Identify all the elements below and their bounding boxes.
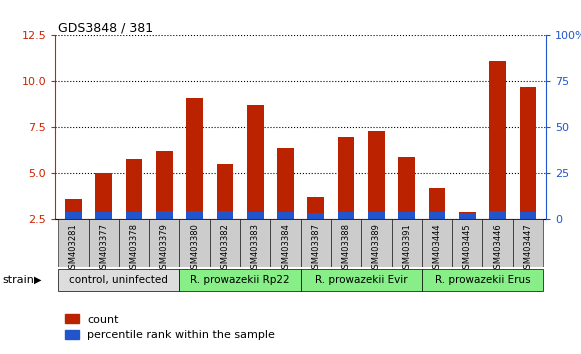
Text: GSM403379: GSM403379 — [160, 223, 169, 274]
Bar — [247, 105, 264, 219]
Text: GSM403387: GSM403387 — [311, 223, 320, 274]
Text: R. prowazekii Erus: R. prowazekii Erus — [435, 275, 530, 285]
Bar — [307, 213, 324, 219]
Text: GSM403446: GSM403446 — [493, 223, 502, 274]
Text: GSM403383: GSM403383 — [251, 223, 260, 274]
Bar — [489, 211, 506, 219]
Bar — [429, 188, 446, 219]
Bar — [452, 219, 482, 267]
Text: GSM403391: GSM403391 — [402, 223, 411, 274]
Bar — [301, 268, 422, 291]
Bar — [519, 212, 536, 219]
Bar — [187, 98, 203, 219]
Bar — [399, 157, 415, 219]
Text: ▶: ▶ — [34, 275, 41, 285]
Text: GDS3848 / 381: GDS3848 / 381 — [58, 21, 153, 34]
Text: GSM403447: GSM403447 — [523, 223, 532, 274]
Text: GSM403389: GSM403389 — [372, 223, 381, 274]
Bar — [422, 268, 543, 291]
Bar — [125, 212, 142, 219]
Bar — [58, 268, 180, 291]
Bar — [307, 198, 324, 219]
Text: R. prowazekii Rp22: R. prowazekii Rp22 — [190, 275, 290, 285]
Bar — [368, 131, 385, 219]
Text: GSM403281: GSM403281 — [69, 223, 78, 274]
Text: R. prowazekii Evir: R. prowazekii Evir — [315, 275, 408, 285]
Bar — [65, 199, 82, 219]
Text: GSM403384: GSM403384 — [281, 223, 290, 274]
Bar — [429, 212, 446, 219]
Bar — [217, 211, 233, 219]
Text: GSM403378: GSM403378 — [130, 223, 138, 274]
Bar — [156, 152, 173, 219]
Bar — [338, 137, 354, 219]
Bar — [338, 212, 354, 219]
Text: GSM403444: GSM403444 — [432, 223, 442, 274]
Bar — [95, 212, 112, 219]
Bar — [459, 212, 476, 219]
Legend: count, percentile rank within the sample: count, percentile rank within the sample — [61, 310, 279, 345]
Bar — [149, 219, 180, 267]
Bar — [180, 268, 301, 291]
Bar — [489, 61, 506, 219]
Bar — [247, 212, 264, 219]
Bar — [210, 219, 240, 267]
Bar — [392, 219, 422, 267]
Text: control, uninfected: control, uninfected — [69, 275, 168, 285]
Text: GSM403382: GSM403382 — [220, 223, 229, 274]
Bar — [368, 212, 385, 219]
Bar — [180, 219, 210, 267]
Text: GSM403388: GSM403388 — [342, 223, 350, 274]
Bar — [270, 219, 301, 267]
Bar — [399, 212, 415, 219]
Bar — [125, 159, 142, 219]
Bar — [88, 219, 119, 267]
Bar — [301, 219, 331, 267]
Bar — [513, 219, 543, 267]
Text: GSM403377: GSM403377 — [99, 223, 108, 274]
Bar — [482, 219, 513, 267]
Bar — [119, 219, 149, 267]
Bar — [217, 164, 233, 219]
Bar — [331, 219, 361, 267]
Bar — [519, 87, 536, 219]
Text: GSM403380: GSM403380 — [190, 223, 199, 274]
Text: GSM403445: GSM403445 — [463, 223, 472, 274]
Text: strain: strain — [3, 275, 35, 285]
Bar — [156, 211, 173, 219]
Bar — [277, 148, 294, 219]
Bar — [95, 173, 112, 219]
Bar — [361, 219, 392, 267]
Bar — [187, 211, 203, 219]
Bar — [277, 212, 294, 219]
Bar — [65, 212, 82, 219]
Bar — [459, 213, 476, 219]
Bar — [240, 219, 270, 267]
Bar — [58, 219, 88, 267]
Bar — [422, 219, 452, 267]
